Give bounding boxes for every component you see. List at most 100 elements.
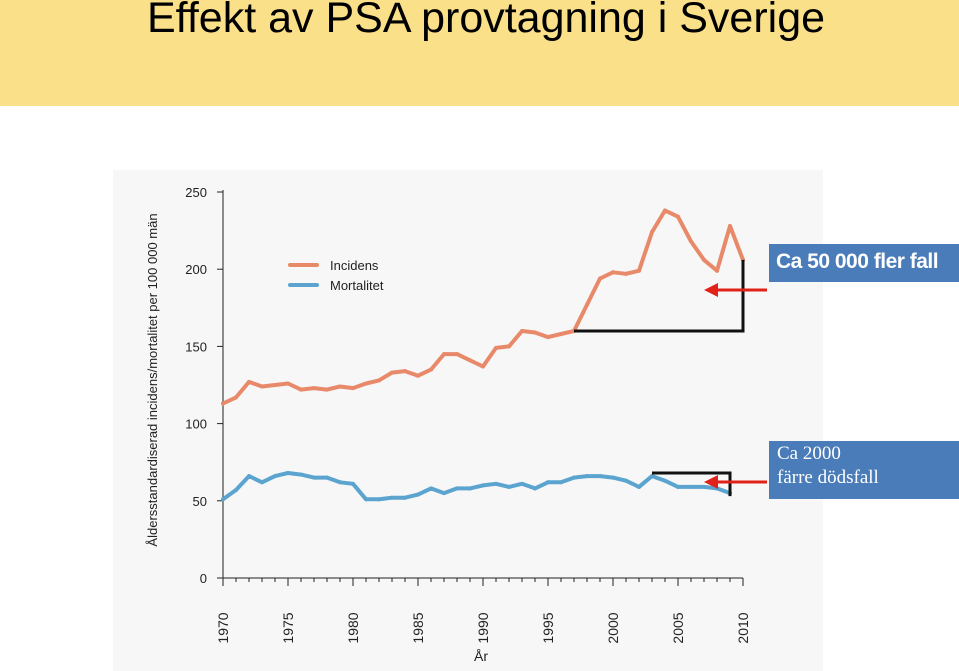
callout-fewer-deaths-line-1: Ca 2000 (777, 443, 841, 464)
data-point-mortalitet-1985 (416, 492, 420, 497)
data-point-mortalitet-1980 (351, 481, 355, 486)
data-point-mortalitet-1971 (234, 487, 238, 492)
data-point-incidens-1987 (442, 352, 446, 357)
data-point-incidens-1975 (286, 381, 290, 386)
x-tick-label-1990: 1990 (475, 612, 491, 643)
data-point-mortalitet-1989 (468, 486, 472, 491)
data-point-incidens-1977 (312, 386, 316, 391)
data-point-mortalitet-1970 (221, 497, 225, 502)
mortality-bracket (652, 471, 732, 497)
data-point-incidens-1976 (299, 387, 303, 392)
data-point-mortalitet-1987 (442, 491, 446, 496)
data-point-incidens-1973 (260, 384, 264, 389)
data-point-incidens-1980 (351, 386, 355, 391)
data-point-incidens-1982 (377, 378, 381, 383)
line-chart: 0 50 100 150 200 250 1970 1975 1980 1985 1990 1995 2… (145, 185, 751, 664)
data-point-incidens-2009 (728, 223, 732, 228)
data-point-incidens-1998 (585, 302, 589, 307)
callout-fewer-deaths-line-2: färre dödsfall (777, 467, 879, 488)
data-point-incidens-1983 (390, 370, 394, 375)
y-tick-label-50: 50 (193, 494, 207, 509)
data-point-mortalitet-1976 (299, 472, 303, 477)
callout-more-cases (769, 244, 959, 282)
data-point-mortalitet-1981 (364, 497, 368, 502)
callout-fewer-deaths (769, 441, 959, 499)
series-line-mortalitet (221, 471, 732, 502)
data-point-mortalitet-1983 (390, 495, 394, 500)
data-point-incidens-1988 (455, 352, 459, 357)
data-point-incidens-1974 (273, 383, 277, 387)
data-point-incidens-2008 (715, 268, 719, 273)
data-point-mortalitet-1975 (286, 471, 290, 476)
callout-fewer-deaths-label: Ca 2000 färre dödsfall (777, 442, 957, 490)
data-point-incidens-1972 (247, 379, 251, 384)
data-point-incidens-1992 (507, 344, 511, 349)
data-point-mortalitet-1990 (481, 483, 485, 488)
y-tick-label-250: 250 (185, 185, 207, 200)
data-point-mortalitet-1993 (520, 481, 524, 486)
data-point-incidens-1995 (546, 335, 550, 340)
data-point-incidens-2001 (624, 271, 628, 276)
data-point-incidens-1984 (403, 369, 407, 374)
y-tick-label-200: 200 (185, 262, 207, 277)
data-point-incidens-1994 (533, 330, 537, 335)
x-tick-label-1975: 1975 (280, 612, 296, 643)
x-tick-label-1970: 1970 (215, 612, 231, 643)
data-point-mortalitet-1992 (507, 484, 511, 489)
x-tick-label-2010: 2010 (735, 612, 751, 643)
data-point-mortalitet-2006 (689, 484, 693, 489)
x-axis-title: År (474, 648, 488, 664)
data-point-mortalitet-1978 (325, 475, 329, 480)
data-point-incidens-1979 (338, 384, 342, 389)
series-line-incidens (221, 208, 745, 406)
data-point-mortalitet-1979 (338, 480, 342, 485)
data-point-mortalitet-1996 (559, 480, 563, 485)
x-tick-label-2005: 2005 (670, 612, 686, 643)
data-point-mortalitet-1977 (312, 475, 316, 480)
data-point-incidens-1985 (416, 373, 420, 378)
data-point-incidens-1981 (364, 381, 368, 386)
data-point-mortalitet-2004 (663, 478, 667, 483)
data-point-mortalitet-1984 (403, 495, 407, 500)
data-point-mortalitet-1999 (598, 474, 602, 479)
data-point-incidens-1989 (468, 358, 472, 363)
data-point-mortalitet-1973 (260, 480, 264, 485)
data-point-incidens-2003 (650, 230, 654, 235)
data-point-incidens-1993 (520, 328, 524, 333)
data-point-incidens-2004 (663, 208, 667, 213)
x-tick-label-2000: 2000 (605, 612, 621, 643)
y-tick-label-0: 0 (200, 571, 207, 586)
data-point-mortalitet-2001 (624, 478, 628, 483)
legend-label-incidens: Incidens (330, 258, 379, 273)
incidence-bracket (574, 259, 745, 333)
title-band: Effekt av PSA provtagning i Sverige (0, 0, 959, 106)
data-point-mortalitet-1988 (455, 486, 459, 491)
legend-label-mortalitet: Mortalitet (330, 278, 384, 293)
data-point-incidens-1999 (598, 276, 602, 281)
data-point-incidens-1991 (494, 345, 498, 350)
chart-panel: 0 50 100 150 200 250 1970 1975 1980 1985 1990 1995 2… (113, 170, 823, 671)
data-point-mortalitet-1982 (377, 497, 381, 502)
data-point-incidens-1990 (481, 364, 485, 369)
y-axis-title: Åldersstandardiserad incidens/mortalitet… (145, 213, 160, 546)
data-point-mortalitet-1991 (494, 481, 498, 486)
data-point-incidens-2000 (611, 270, 615, 275)
y-tick-label-150: 150 (185, 339, 207, 354)
data-point-incidens-2002 (637, 268, 641, 273)
data-point-incidens-2005 (676, 214, 680, 219)
data-point-incidens-1970 (221, 401, 225, 406)
data-point-mortalitet-1972 (247, 474, 251, 479)
data-point-mortalitet-1974 (273, 474, 277, 479)
data-point-mortalitet-2000 (611, 475, 615, 480)
data-point-incidens-2006 (689, 239, 693, 244)
data-point-mortalitet-2007 (702, 484, 706, 489)
data-point-mortalitet-2008 (715, 486, 719, 491)
x-tick-label-1995: 1995 (540, 612, 556, 643)
data-point-mortalitet-2005 (676, 484, 680, 489)
x-tick-label-1985: 1985 (410, 612, 426, 643)
data-point-mortalitet-1994 (533, 486, 537, 491)
y-tick-label-100: 100 (185, 417, 207, 432)
data-point-mortalitet-1998 (585, 474, 589, 479)
data-point-incidens-1986 (429, 367, 433, 372)
data-point-incidens-1996 (559, 332, 563, 337)
